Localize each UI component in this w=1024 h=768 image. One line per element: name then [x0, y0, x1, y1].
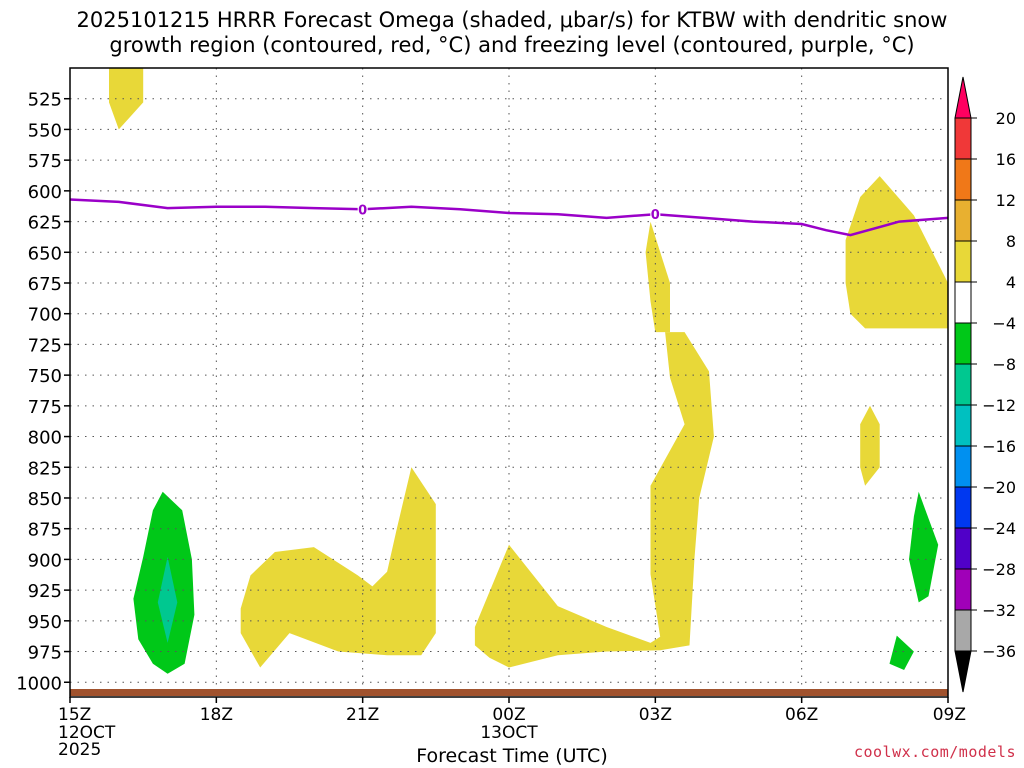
x-tick-label-03Z: 03Z	[639, 705, 672, 725]
freezing-level-label-1: 0	[651, 208, 660, 223]
y-tick-label-900: 900	[28, 550, 62, 571]
omega-4-8-region-3	[645, 221, 670, 333]
colorbar-swatch-6	[954, 322, 972, 365]
y-tick-label-750: 750	[28, 366, 62, 387]
y-tick-label-825: 825	[28, 458, 62, 479]
y-tick-label-525: 525	[28, 90, 62, 111]
colorbar-label-8: −16	[982, 437, 1016, 456]
y-tick-label-650: 650	[28, 243, 62, 264]
colorbar-swatch-3	[954, 199, 972, 242]
colorbar-label-3: 8	[1006, 232, 1016, 251]
colorbar-label-12: −32	[982, 601, 1016, 620]
y-tick-label-875: 875	[28, 520, 62, 541]
y-tick-label-700: 700	[28, 305, 62, 326]
colorbar-top-triangle	[954, 76, 972, 119]
colorbar-label-2: 12	[996, 191, 1016, 210]
colorbar-label-9: −20	[982, 478, 1016, 497]
omega-shaded-layer	[109, 68, 948, 674]
colorbar-swatch-4	[954, 240, 972, 283]
x-tick-label-18Z: 18Z	[200, 705, 233, 725]
colorbar-label-10: −24	[982, 519, 1016, 538]
freezing-level-label-0: 0	[358, 203, 367, 218]
x-tick-label-21Z: 21Z	[346, 705, 379, 725]
y-tick-label-600: 600	[28, 182, 62, 203]
y-tick-label-1000: 1000	[16, 673, 62, 694]
colorbar-swatch-7	[954, 363, 972, 406]
y-tick-label-725: 725	[28, 335, 62, 356]
colorbar: 20 16 12 8 4 −4 −8 −12 −16 −20 −24 −28 −32 −36	[954, 76, 1016, 693]
colorbar-swatch-2	[954, 158, 972, 201]
colorbar-swatch-8	[954, 404, 972, 447]
x-axis-title: Forecast Time (UTC)	[416, 745, 608, 767]
colorbar-swatch-10	[954, 486, 972, 529]
colorbar-swatch-9	[954, 445, 972, 488]
x-tick-sublabel-00Z-0: 13OCT	[480, 723, 538, 743]
chart-title-line1: 2025101215 HRRR Forecast Omega (shaded, …	[76, 8, 948, 32]
omega-neg4-8-region-8	[909, 491, 939, 603]
colorbar-label-5: −4	[992, 314, 1016, 333]
freezing-label-bg-0	[357, 201, 368, 218]
y-tick-label-675: 675	[28, 274, 62, 295]
colorbar-label-11: −28	[982, 560, 1016, 579]
omega-neg8-12-region-7	[157, 556, 178, 643]
y-tick-label-800: 800	[28, 428, 62, 449]
colorbar-label-4: 4	[1006, 273, 1016, 292]
colorbar-label-0: 20	[996, 109, 1016, 128]
colorbar-swatch-12	[954, 568, 972, 611]
colorbar-label-6: −8	[992, 355, 1016, 374]
x-tick-sublabel-15Z-0: 12OCT	[58, 723, 116, 743]
y-tick-label-950: 950	[28, 612, 62, 633]
surface-ground-bar	[70, 689, 948, 696]
colorbar-label-7: −12	[982, 396, 1016, 415]
colorbar-swatch-1	[954, 117, 972, 160]
omega-4-8-region-4	[845, 176, 948, 329]
omega-4-8-region-0	[109, 68, 144, 130]
colorbar-swatch-5	[954, 281, 972, 324]
freezing-label-bg-1	[650, 206, 661, 223]
colorbar-bottom-triangle	[954, 650, 972, 693]
y-tick-label-625: 625	[28, 213, 62, 234]
colorbar-swatch-13	[954, 609, 972, 652]
omega-4-8-region-5	[860, 405, 880, 486]
y-tick-label-850: 850	[28, 489, 62, 510]
omega-4-8-region-1	[240, 467, 436, 668]
x-tick-label-09Z: 09Z	[933, 705, 966, 725]
y-tick-label-575: 575	[28, 151, 62, 172]
chart-title-line2: growth region (contoured, red, °C) and f…	[109, 33, 915, 57]
x-tick-label-00Z: 00Z	[492, 705, 525, 725]
y-tick-label-925: 925	[28, 581, 62, 602]
credit-text: coolwx.com/models	[853, 743, 1016, 761]
freezing-level-contour	[69, 198, 949, 237]
colorbar-label-13: −36	[982, 642, 1016, 661]
colorbar-label-1: 16	[996, 150, 1016, 169]
x-tick-sublabel-15Z-1: 2025	[58, 740, 101, 760]
x-tick-label-06Z: 06Z	[785, 705, 818, 725]
colorbar-swatch-11	[954, 527, 972, 570]
y-tick-label-775: 775	[28, 397, 62, 418]
y-axis: 525 550 575 600 625 650 675 700 725 750 775 800 825 8…	[16, 90, 70, 694]
omega-neg4-8-region-9	[889, 635, 914, 670]
y-tick-label-550: 550	[28, 120, 62, 141]
y-tick-label-975: 975	[28, 643, 62, 664]
x-tick-label-15Z: 15Z	[58, 705, 91, 725]
omega-4-8-region-2	[474, 332, 714, 668]
